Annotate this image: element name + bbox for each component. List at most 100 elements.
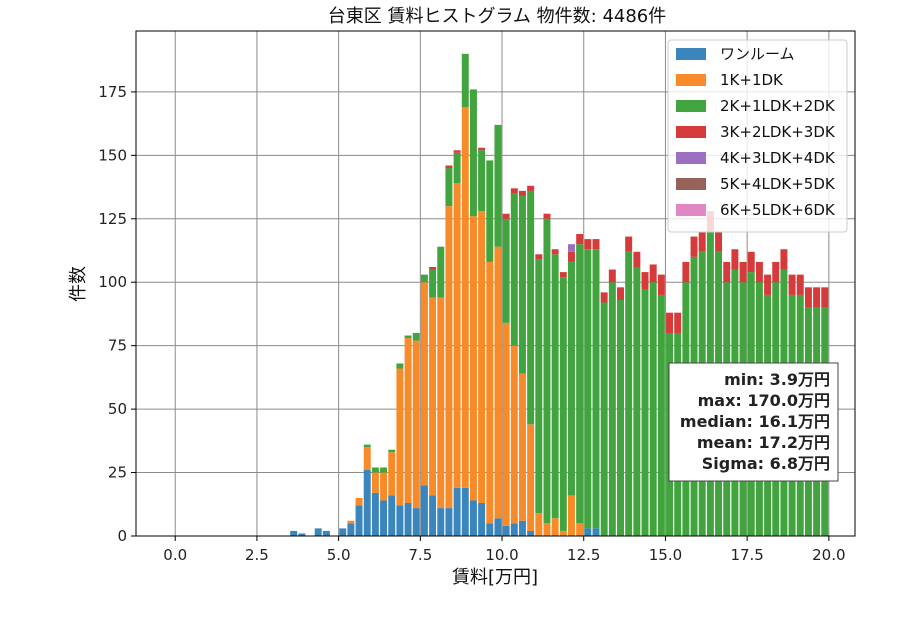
bar-segment-1 (518, 373, 526, 521)
bar-segment-0 (355, 505, 363, 536)
bar-segment-0 (388, 495, 396, 536)
bar-segment-3 (429, 267, 437, 270)
bar-segment-1 (453, 183, 461, 488)
bar-segment-1 (429, 297, 437, 496)
bar-segment-3 (502, 213, 510, 219)
bar-segment-2 (568, 261, 575, 496)
stats-line: Sigma: 6.8万円 (702, 454, 830, 473)
bar-segment-2 (559, 277, 567, 531)
bar-segment-1 (502, 322, 510, 526)
bar-segment-0 (420, 485, 428, 536)
bar-segment-2 (380, 467, 388, 473)
bar-segment-0 (339, 528, 347, 536)
bar-segment-1 (371, 472, 379, 493)
bar-segment-3 (568, 251, 575, 262)
bar-segment-4 (568, 244, 575, 252)
bar-segment-1 (355, 497, 363, 506)
x-tick-label: 12.5 (567, 546, 600, 564)
bar-segment-2 (404, 335, 412, 339)
legend: ワンルーム 1K+1DK 2K+1LDK+2DK 3K+2LDK+3DK 4K+3LDK… (667, 39, 848, 233)
bar-segment-3 (804, 287, 812, 308)
bar-segment-1 (461, 107, 469, 488)
bar-segment-0 (510, 523, 518, 536)
bar-segment-3 (518, 190, 526, 196)
bar-segment-2 (453, 152, 461, 184)
y-tick-label: 75 (108, 337, 127, 355)
bar-segment-3 (576, 234, 584, 245)
bar-segment-3 (608, 269, 616, 283)
bar-segment-3 (755, 261, 763, 283)
bar-segment-0 (453, 487, 461, 536)
bar-segment-1 (437, 297, 445, 509)
bar-segment-0 (584, 528, 592, 536)
legend-label: 5K+4LDK+5DK (720, 175, 836, 193)
bar-segment-3 (453, 150, 461, 153)
bar-segment-3 (731, 249, 739, 270)
bar-segment-1 (396, 368, 404, 506)
bar-segment-0 (494, 518, 502, 536)
bar-segment-0 (290, 530, 298, 536)
y-tick-label: 25 (108, 464, 127, 482)
bar-segment-1 (445, 206, 453, 509)
bar-segment-2 (527, 190, 535, 425)
bar-segment-0 (461, 487, 469, 536)
bar-segment-0 (429, 495, 437, 536)
bar-segment-2 (461, 53, 469, 108)
bar-segment-0 (478, 503, 486, 536)
bar-segment-2 (657, 294, 665, 536)
legend-swatch (676, 152, 706, 164)
bar-segment-2 (649, 282, 657, 536)
bar-segment-1 (404, 338, 412, 504)
y-tick-label: 50 (108, 400, 127, 418)
bar-segment-2 (617, 299, 624, 536)
stats-line: mean: 17.2万円 (697, 433, 830, 452)
bar-segment-3 (527, 185, 535, 191)
bar-segment-3 (682, 261, 690, 283)
bar-segment-3 (715, 231, 723, 252)
x-tick-label: 15.0 (649, 546, 682, 564)
bar-segment-1 (380, 472, 388, 501)
bar-segment-3 (633, 251, 641, 268)
y-tick-label: 100 (98, 273, 127, 291)
bar-segment-1 (420, 282, 428, 486)
bar-segment-3 (592, 239, 600, 250)
bar-segment-0 (363, 470, 371, 536)
legend-swatch (676, 126, 706, 138)
bar-segment-3 (649, 264, 657, 283)
bar-segment-2 (518, 195, 526, 374)
bar-segment-3 (747, 251, 755, 273)
bar-segment-2 (633, 267, 641, 536)
bar-segment-2 (494, 124, 502, 247)
bar-segment-2 (429, 269, 437, 298)
stats-line: max: 170.0万円 (698, 391, 830, 410)
bar-segment-0 (445, 508, 453, 536)
x-tick-label: 5.0 (327, 546, 351, 564)
legend-swatch (676, 178, 706, 190)
bar-segment-2 (486, 160, 494, 262)
bar-segment-0 (322, 530, 330, 536)
plot-frame (135, 30, 856, 537)
x-tick-label: 10.0 (485, 546, 518, 564)
x-tick-label: 7.5 (408, 546, 432, 564)
bar-segment-3 (584, 239, 592, 250)
bar-segment-3 (813, 287, 821, 308)
bar-segment-1 (527, 424, 535, 531)
bar-segment-3 (657, 274, 665, 295)
bar-segment-3 (551, 249, 559, 255)
bar-segment-0 (527, 530, 535, 536)
bar-segment-0 (380, 500, 388, 536)
legend-swatch (676, 48, 706, 60)
bar-segment-0 (592, 528, 600, 536)
bar-segment-3 (535, 254, 543, 260)
bar-segment-1 (363, 447, 371, 471)
bar-segment-1 (543, 523, 551, 536)
bar-segment-1 (576, 523, 584, 536)
bar-segment-3 (625, 236, 633, 252)
bar-segment-2 (420, 274, 428, 283)
legend-swatch (676, 100, 706, 112)
bar-segment-2 (469, 89, 477, 217)
bar-segment-2 (388, 449, 396, 453)
stats-box-frame (668, 362, 839, 482)
bar-segment-3 (698, 231, 706, 252)
bar-segment-3 (543, 213, 551, 219)
